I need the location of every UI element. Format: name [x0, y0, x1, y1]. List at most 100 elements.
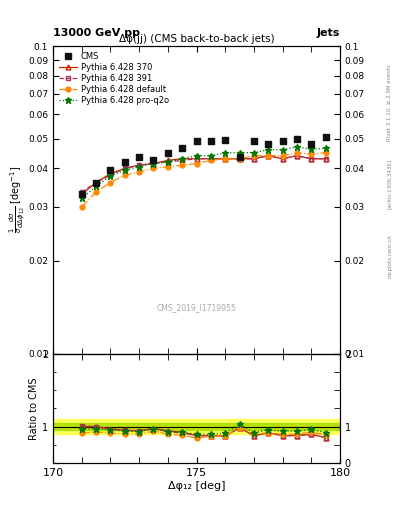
- Pythia 6.428 391: [94, 179, 98, 185]
- Pythia 6.428 391: [209, 156, 213, 162]
- Pythia 6.428 391: [123, 165, 127, 172]
- Pythia 6.428 370: [252, 156, 256, 162]
- Pythia 6.428 default: [123, 172, 127, 178]
- Pythia 6.428 pro-q2o: [194, 153, 199, 159]
- Title: Δφ(jj) (CMS back-to-back jets): Δφ(jj) (CMS back-to-back jets): [119, 34, 274, 44]
- Pythia 6.428 pro-q2o: [180, 156, 184, 162]
- Pythia 6.428 pro-q2o: [94, 183, 98, 189]
- CMS: [237, 153, 243, 161]
- Pythia 6.428 370: [79, 191, 84, 197]
- Pythia 6.428 default: [323, 150, 328, 156]
- Pythia 6.428 370: [309, 156, 314, 162]
- Pythia 6.428 370: [94, 179, 98, 185]
- Pythia 6.428 pro-q2o: [309, 146, 314, 152]
- Pythia 6.428 default: [280, 153, 285, 159]
- Pythia 6.428 default: [237, 156, 242, 162]
- CMS: [208, 137, 214, 145]
- Pythia 6.428 391: [180, 157, 184, 163]
- Text: Jets: Jets: [317, 28, 340, 38]
- Legend: CMS, Pythia 6.428 370, Pythia 6.428 391, Pythia 6.428 default, Pythia 6.428 pro-: CMS, Pythia 6.428 370, Pythia 6.428 391,…: [57, 50, 170, 107]
- CMS: [279, 137, 286, 145]
- CMS: [265, 140, 271, 148]
- Pythia 6.428 default: [151, 165, 156, 172]
- Pythia 6.428 370: [180, 156, 184, 162]
- Pythia 6.428 pro-q2o: [280, 147, 285, 153]
- Y-axis label: Ratio to CMS: Ratio to CMS: [29, 377, 39, 440]
- Pythia 6.428 391: [165, 159, 170, 165]
- Line: Pythia 6.428 370: Pythia 6.428 370: [79, 153, 328, 197]
- Pythia 6.428 default: [252, 153, 256, 159]
- CMS: [136, 153, 142, 161]
- Bar: [53, 423, 340, 431]
- Pythia 6.428 391: [280, 156, 285, 162]
- CMS: [79, 190, 85, 198]
- Pythia 6.428 370: [295, 153, 299, 159]
- CMS: [308, 140, 314, 148]
- Pythia 6.428 391: [323, 156, 328, 162]
- Pythia 6.428 pro-q2o: [295, 144, 299, 150]
- Pythia 6.428 pro-q2o: [108, 173, 113, 179]
- CMS: [122, 158, 128, 166]
- Pythia 6.428 370: [151, 160, 156, 166]
- CMS: [179, 144, 185, 153]
- Pythia 6.428 pro-q2o: [223, 150, 228, 156]
- Pythia 6.428 391: [79, 189, 84, 195]
- Pythia 6.428 370: [123, 165, 127, 172]
- X-axis label: Δφ₁₂ [deg]: Δφ₁₂ [deg]: [168, 481, 225, 491]
- Pythia 6.428 370: [280, 156, 285, 162]
- Pythia 6.428 pro-q2o: [237, 150, 242, 156]
- Pythia 6.428 370: [137, 162, 141, 168]
- Pythia 6.428 pro-q2o: [252, 150, 256, 156]
- Pythia 6.428 pro-q2o: [209, 153, 213, 159]
- Pythia 6.428 391: [223, 156, 228, 162]
- Pythia 6.428 391: [137, 162, 141, 168]
- Pythia 6.428 391: [252, 156, 256, 162]
- Pythia 6.428 391: [237, 156, 242, 162]
- Line: Pythia 6.428 default: Pythia 6.428 default: [79, 151, 328, 209]
- Pythia 6.428 default: [108, 179, 113, 185]
- CMS: [294, 135, 300, 143]
- Text: 13000 GeV pp: 13000 GeV pp: [53, 28, 140, 38]
- Pythia 6.428 391: [108, 172, 113, 178]
- Line: Pythia 6.428 pro-q2o: Pythia 6.428 pro-q2o: [79, 144, 329, 201]
- Pythia 6.428 391: [309, 156, 314, 162]
- Pythia 6.428 default: [266, 153, 270, 159]
- Pythia 6.428 pro-q2o: [123, 167, 127, 173]
- Pythia 6.428 default: [94, 189, 98, 195]
- Pythia 6.428 pro-q2o: [323, 145, 328, 152]
- Pythia 6.428 pro-q2o: [79, 195, 84, 201]
- Pythia 6.428 default: [180, 162, 184, 168]
- CMS: [151, 156, 157, 164]
- Pythia 6.428 370: [266, 153, 270, 159]
- Pythia 6.428 391: [151, 160, 156, 166]
- Pythia 6.428 370: [237, 156, 242, 162]
- Pythia 6.428 391: [266, 153, 270, 159]
- CMS: [165, 148, 171, 157]
- Pythia 6.428 370: [194, 156, 199, 162]
- Y-axis label: $\frac{1}{\sigma}\frac{d\sigma}{d\Delta\phi_{12}}$ [deg$^{-1}$]: $\frac{1}{\sigma}\frac{d\sigma}{d\Delta\…: [7, 166, 27, 233]
- Pythia 6.428 default: [295, 150, 299, 156]
- Pythia 6.428 default: [79, 204, 84, 210]
- Pythia 6.428 370: [108, 170, 113, 177]
- CMS: [323, 133, 329, 141]
- Pythia 6.428 default: [137, 169, 141, 175]
- Text: mcplots.cern.ch: mcplots.cern.ch: [387, 234, 392, 278]
- CMS: [107, 166, 114, 174]
- Pythia 6.428 370: [323, 156, 328, 162]
- Pythia 6.428 370: [165, 157, 170, 163]
- Text: Rivet 3.1.10, ≥ 2.5M events: Rivet 3.1.10, ≥ 2.5M events: [387, 64, 392, 141]
- Pythia 6.428 391: [295, 153, 299, 159]
- Pythia 6.428 pro-q2o: [137, 164, 141, 170]
- Pythia 6.428 pro-q2o: [266, 147, 270, 153]
- CMS: [222, 136, 228, 144]
- Pythia 6.428 pro-q2o: [165, 159, 170, 165]
- Pythia 6.428 370: [223, 156, 228, 162]
- Line: Pythia 6.428 391: Pythia 6.428 391: [79, 153, 328, 195]
- CMS: [93, 178, 99, 186]
- Pythia 6.428 default: [165, 164, 170, 170]
- Pythia 6.428 default: [309, 151, 314, 157]
- CMS: [193, 137, 200, 145]
- Text: CMS_2019_I1719955: CMS_2019_I1719955: [157, 303, 236, 312]
- Pythia 6.428 370: [209, 156, 213, 162]
- Pythia 6.428 default: [194, 160, 199, 166]
